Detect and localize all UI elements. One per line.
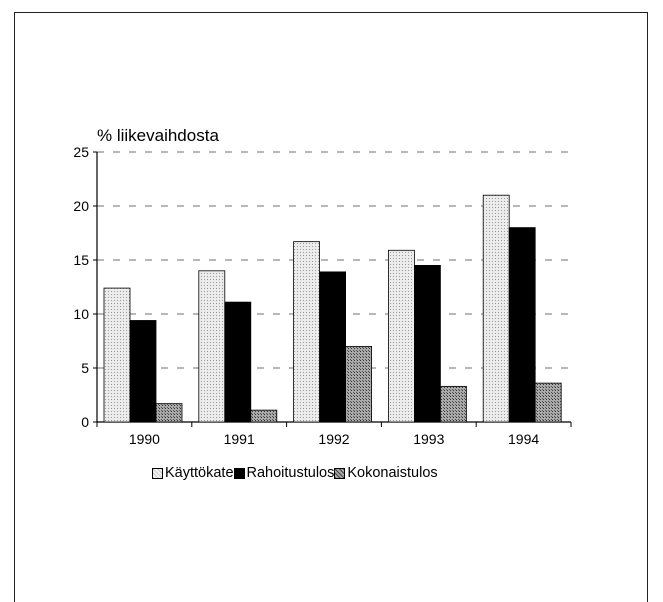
y-tick-label: 20: [73, 198, 89, 214]
legend-item-käyttökate: Käyttökate: [152, 465, 234, 481]
y-tick-label: 5: [81, 360, 89, 376]
bar-käyttökate-1991: [198, 270, 226, 423]
x-tick-label: 1993: [413, 431, 444, 447]
chart-frame: [14, 12, 648, 602]
bar-käyttökate-1990: [103, 287, 131, 423]
y-tick-label: 10: [73, 306, 89, 322]
bar-kokonaistulos-1990: [155, 403, 183, 423]
y-tick-label: 0: [81, 414, 89, 430]
bar-rahoitustulos-1993: [413, 264, 441, 423]
bar-rahoitustulos-1990: [129, 320, 157, 423]
bar-kokonaistulos-1994: [534, 382, 562, 423]
bar-käyttökate-1993: [387, 249, 415, 423]
y-tick-label: 15: [73, 252, 89, 268]
legend-item-kokonaistulos: Kokonaistulos: [334, 465, 438, 481]
y-axis-title: % liikevaihdosta: [97, 126, 219, 145]
x-tick-label: 1992: [318, 431, 349, 447]
bar-käyttökate-1992: [293, 241, 321, 423]
tick-labels: 0 5 10 15 20 25 1990 1991 1992 1993 1994: [73, 144, 539, 447]
bar-kokonaistulos-1992: [345, 345, 373, 423]
legend-item-rahoitustulos: Rahoitustulos: [233, 465, 335, 481]
legend-swatch: [233, 467, 245, 479]
legend-label: Kokonaistulos: [347, 465, 438, 481]
bar-rahoitustulos-1994: [508, 227, 536, 423]
bars: [103, 194, 562, 423]
legend-swatch: [334, 467, 346, 479]
x-tick-label: 1991: [224, 431, 255, 447]
bar-kokonaistulos-1991: [250, 409, 278, 423]
bar-käyttökate-1994: [482, 194, 510, 423]
x-tick-label: 1990: [129, 431, 160, 447]
legend-swatch: [152, 467, 163, 479]
x-tick-label: 1994: [508, 431, 539, 447]
legend-label: Rahoitustulos: [246, 465, 335, 481]
bar-rahoitustulos-1991: [224, 301, 252, 423]
legend: Käyttökate Rahoitustulos Kokonaistulos: [152, 465, 438, 481]
legend-label: Käyttökate: [165, 465, 234, 481]
bar-kokonaistulos-1993: [439, 385, 467, 423]
bar-rahoitustulos-1992: [319, 271, 347, 423]
y-tick-label: 25: [73, 144, 89, 160]
